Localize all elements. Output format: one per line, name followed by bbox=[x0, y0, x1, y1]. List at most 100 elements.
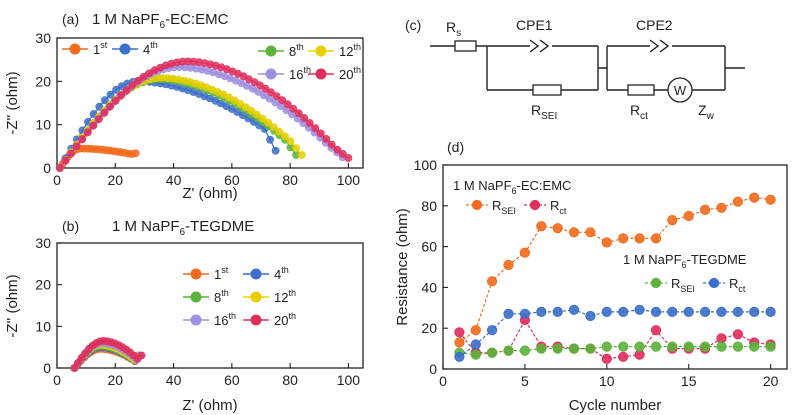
d-ytick-label: 0 bbox=[429, 361, 437, 377]
panel-b-legend: 1st 4th 8th 12th 16th 20th bbox=[183, 265, 296, 328]
a-xtick-label: 80 bbox=[282, 172, 298, 188]
d-tegdme-legend-marker-1 bbox=[708, 277, 720, 289]
panel-a: (a) 1 M NaPF6-EC:EMC 0 20 40 60 80 100 0 10 20 30… bbox=[4, 11, 364, 202]
b-ytick-label: 30 bbox=[35, 235, 51, 251]
a-legend-label-4: 4th bbox=[143, 40, 158, 57]
d-ecemc-legend-label-0: RSEI bbox=[492, 198, 516, 216]
legend-ecemc-title: 1 M NaPF6-EC:EMC bbox=[453, 178, 571, 196]
d-point-series-2 bbox=[568, 343, 580, 354]
d-point-series-2 bbox=[683, 341, 694, 352]
d-point-series-0 bbox=[667, 215, 678, 226]
d-point-series-3 bbox=[749, 306, 760, 317]
a-point-cycle-20 bbox=[95, 115, 103, 123]
a-point-cycle-20 bbox=[106, 102, 114, 111]
a-point-cycle-4 bbox=[101, 96, 109, 105]
b-xtick-label: 80 bbox=[282, 372, 298, 388]
b-legend-marker-12 bbox=[250, 291, 262, 303]
d-ecemc-legend-marker-1 bbox=[529, 199, 541, 211]
panel-b-ticks: 0 20 40 60 80 100 0 10 20 30 bbox=[35, 235, 360, 388]
a-point-cycle-20 bbox=[344, 154, 353, 162]
d-point-series-1 bbox=[732, 329, 744, 340]
a-point-cycle-20 bbox=[72, 142, 81, 151]
a-point-cycle-20 bbox=[117, 91, 126, 100]
d-xtick-label: 15 bbox=[681, 373, 697, 389]
cpe1-label: CPE1 bbox=[516, 17, 553, 33]
panel-b-plot-frame bbox=[56, 242, 364, 369]
d-point-series-0 bbox=[765, 194, 776, 205]
panel-c-circuit: (c) Rs CPE1 RSEI CPE2 Rct W Zw bbox=[405, 17, 745, 122]
a-point-cycle-4 bbox=[266, 135, 274, 144]
panel-b-label: (b) bbox=[62, 218, 79, 234]
panel-a-ticks: 0 20 40 60 80 100 0 10 20 30 bbox=[35, 30, 360, 188]
a-legend-label-12: 12th bbox=[339, 42, 361, 59]
a-legend-label-8: 8th bbox=[289, 42, 304, 59]
a-point-cycle-20 bbox=[305, 119, 314, 127]
a-point-cycle-20 bbox=[128, 81, 137, 90]
a-point-cycle-20 bbox=[89, 121, 98, 130]
a-point-cycle-12 bbox=[275, 127, 284, 136]
panel-b-title: 1 M NaPF6-TEGDME bbox=[112, 218, 254, 238]
b-legend-label-16: 16th bbox=[214, 311, 236, 328]
panel-a-ylabel: -Z'' (ohm) bbox=[4, 71, 21, 134]
d-point-series-1 bbox=[454, 327, 465, 338]
b-point-cycle-20 bbox=[137, 351, 146, 360]
a-point-cycle-20 bbox=[338, 149, 347, 158]
d-point-series-3 bbox=[667, 306, 678, 317]
a-point-cycle-12 bbox=[253, 110, 261, 119]
panel-d-xlabel: Cycle number bbox=[569, 397, 662, 414]
a-point-cycle-20 bbox=[267, 88, 275, 97]
panel-d-ylabel: Resistance (ohm) bbox=[394, 208, 411, 326]
a-ytick-label: 30 bbox=[35, 30, 51, 46]
d-point-series-3 bbox=[683, 306, 694, 317]
d-point-series-0 bbox=[601, 237, 612, 248]
rs-resistor bbox=[454, 40, 477, 52]
warburg-symbol: W bbox=[674, 83, 687, 98]
d-point-series-2 bbox=[634, 341, 645, 352]
d-point-series-0 bbox=[552, 223, 563, 234]
d-point-series-3 bbox=[519, 308, 531, 319]
panel-b: (b) 1 M NaPF6-TEGDME 0 20 40 60 80 100 0 10 20 30… bbox=[4, 218, 364, 414]
b-legend-marker-4 bbox=[250, 268, 262, 280]
d-point-series-3 bbox=[536, 306, 547, 317]
d-ytick-label: 80 bbox=[421, 198, 437, 214]
a-legend-label-16: 16th bbox=[289, 65, 311, 82]
a-point-cycle-4 bbox=[271, 146, 280, 155]
a-point-cycle-12 bbox=[264, 118, 273, 127]
panel-a-title: 1 M NaPF6-EC:EMC bbox=[92, 11, 229, 31]
d-series-line-1 bbox=[458, 318, 771, 360]
d-point-series-0 bbox=[700, 204, 711, 215]
panel-a-label: (a) bbox=[62, 11, 79, 27]
d-point-series-2 bbox=[585, 343, 596, 354]
a-point-cycle-20 bbox=[261, 84, 270, 93]
b-legend-marker-1 bbox=[190, 268, 202, 280]
d-point-series-0 bbox=[683, 210, 694, 222]
d-ecemc-legend-label-1: Rct bbox=[550, 198, 567, 216]
legend-ecemc-items: RSEI Rct bbox=[466, 198, 567, 216]
d-ecemc-legend-marker-0 bbox=[471, 199, 483, 211]
a-legend-marker-4 bbox=[119, 43, 131, 55]
d-point-series-0 bbox=[568, 227, 580, 238]
panel-a-plot-frame bbox=[56, 37, 364, 169]
d-point-series-0 bbox=[732, 196, 744, 207]
d-point-series-2 bbox=[700, 341, 711, 352]
a-xtick-label: 0 bbox=[53, 172, 61, 188]
d-point-series-3 bbox=[454, 351, 465, 362]
d-point-series-2 bbox=[487, 347, 498, 358]
d-point-series-2 bbox=[765, 341, 776, 352]
a-point-cycle-20 bbox=[322, 134, 331, 143]
d-point-series-0 bbox=[585, 227, 596, 238]
panel-d: (d) 0 5 10 15 20 0 20 40 60 80 100 1 M NaPF6-EC:EM… bbox=[394, 139, 788, 414]
rct-resistor bbox=[627, 84, 655, 96]
b-ytick-label: 0 bbox=[43, 360, 51, 376]
a-point-cycle-12 bbox=[297, 151, 306, 159]
a-point-cycle-12 bbox=[281, 132, 289, 141]
a-point-cycle-20 bbox=[111, 96, 120, 105]
d-point-series-0 bbox=[503, 259, 514, 271]
panel-d-legend-tegdme: 1 M NaPF6-TEGDME RSEI Rct bbox=[623, 252, 747, 294]
d-point-series-3 bbox=[552, 306, 563, 317]
zw-label: Zw bbox=[698, 102, 715, 122]
panel-b-xlabel: Z' (ohm) bbox=[182, 397, 237, 414]
b-legend-label-20: 20th bbox=[274, 311, 296, 328]
a-xtick-label: 20 bbox=[107, 172, 123, 188]
